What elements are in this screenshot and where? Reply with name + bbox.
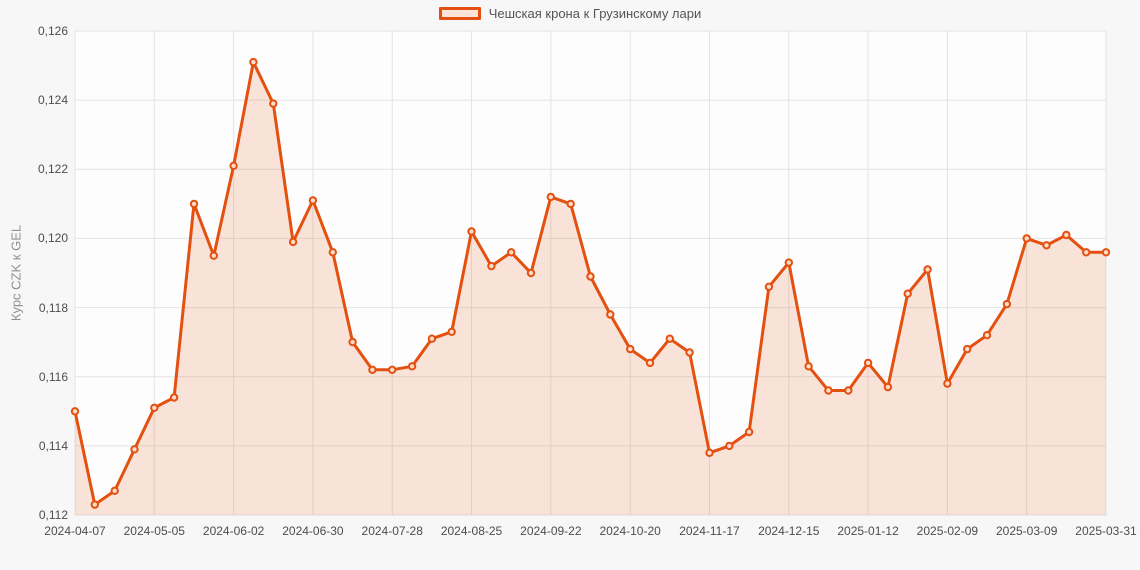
data-point-marker[interactable] xyxy=(130,445,139,454)
data-point-marker[interactable] xyxy=(546,192,555,202)
data-point-marker[interactable] xyxy=(169,393,179,402)
x-tick-label: 2024-11-17 xyxy=(679,524,740,538)
data-point-marker[interactable] xyxy=(507,248,516,257)
y-tick-label: 0,118 xyxy=(38,300,68,315)
data-point-marker[interactable] xyxy=(467,227,476,236)
y-tick-label: 0,124 xyxy=(37,93,68,108)
data-point-marker[interactable] xyxy=(487,261,496,271)
data-point-marker[interactable] xyxy=(1042,241,1051,250)
data-point-marker[interactable] xyxy=(447,327,456,336)
x-tick-label: 2025-02-09 xyxy=(916,524,979,538)
data-point-marker[interactable] xyxy=(328,248,337,257)
data-point-marker[interactable] xyxy=(566,199,575,209)
data-point-marker[interactable] xyxy=(626,344,635,354)
data-point-marker[interactable] xyxy=(209,251,219,260)
y-tick-label: 0,122 xyxy=(37,162,68,177)
x-tick-label: 2025-03-31 xyxy=(1075,524,1137,538)
data-point-marker[interactable] xyxy=(288,237,298,247)
data-point-marker[interactable] xyxy=(705,448,714,457)
y-tick-label: 0,116 xyxy=(38,369,68,384)
data-point-marker[interactable] xyxy=(982,331,992,340)
data-point-marker[interactable] xyxy=(70,407,80,416)
x-tick-label: 2024-06-02 xyxy=(202,524,265,538)
data-point-marker[interactable] xyxy=(229,161,238,171)
data-point-marker[interactable] xyxy=(764,282,774,291)
y-axis-title: Курс CZK к GEL xyxy=(8,224,24,322)
data-point-marker[interactable] xyxy=(863,358,873,368)
data-point-marker[interactable] xyxy=(685,348,694,357)
x-tick-label: 2024-07-28 xyxy=(361,524,423,538)
data-point-marker[interactable] xyxy=(407,362,417,371)
data-point-marker[interactable] xyxy=(249,57,258,67)
x-tick-label: 2024-05-05 xyxy=(123,524,185,538)
data-point-marker[interactable] xyxy=(606,310,615,319)
data-point-marker[interactable] xyxy=(645,358,655,368)
data-point-marker[interactable] xyxy=(725,441,734,451)
y-tick-label: 0,120 xyxy=(37,231,68,246)
data-point-marker[interactable] xyxy=(903,289,912,298)
data-point-marker[interactable] xyxy=(883,382,893,392)
data-point-marker[interactable] xyxy=(923,265,932,274)
data-point-marker[interactable] xyxy=(427,334,437,343)
data-point-marker[interactable] xyxy=(1101,248,1111,257)
data-point-marker[interactable] xyxy=(586,272,595,281)
data-point-marker[interactable] xyxy=(1082,248,1091,257)
x-tick-label: 2024-04-07 xyxy=(44,524,106,538)
legend: Чешская крона к Грузинскому лари xyxy=(0,6,1140,21)
x-tick-label: 2024-08-25 xyxy=(440,524,503,538)
data-point-marker[interactable] xyxy=(744,427,754,437)
data-point-marker[interactable] xyxy=(189,199,199,209)
area-series xyxy=(75,62,1106,515)
data-point-marker[interactable] xyxy=(784,258,793,267)
data-point-marker[interactable] xyxy=(150,403,159,412)
data-point-marker[interactable] xyxy=(526,268,536,278)
x-tick-label: 2025-01-12 xyxy=(837,524,899,538)
legend-item[interactable]: Чешская крона к Грузинскому лари xyxy=(438,6,702,21)
data-point-marker[interactable] xyxy=(1022,234,1031,243)
data-point-marker[interactable] xyxy=(308,196,318,205)
data-point-marker[interactable] xyxy=(963,344,972,354)
x-tick-label: 2025-03-09 xyxy=(995,524,1058,538)
data-point-marker[interactable] xyxy=(368,365,377,374)
data-point-marker[interactable] xyxy=(110,486,119,495)
y-tick-label: 0,112 xyxy=(38,508,68,522)
data-point-marker[interactable] xyxy=(1002,299,1012,309)
x-tick-label: 2024-09-22 xyxy=(520,524,582,538)
data-point-marker[interactable] xyxy=(943,379,952,388)
data-point-marker[interactable] xyxy=(1062,230,1071,240)
legend-swatch-icon xyxy=(438,7,481,20)
data-point-marker[interactable] xyxy=(388,365,397,374)
data-point-marker[interactable] xyxy=(844,386,853,395)
data-point-marker[interactable] xyxy=(269,99,278,108)
data-point-marker[interactable] xyxy=(824,386,833,395)
x-tick-label: 2024-12-15 xyxy=(758,524,820,538)
data-point-marker[interactable] xyxy=(90,500,100,509)
x-tick-label: 2024-06-30 xyxy=(282,524,344,538)
legend-label: Чешская крона к Грузинскому лари xyxy=(488,6,702,21)
data-point-marker[interactable] xyxy=(804,362,813,371)
data-point-marker[interactable] xyxy=(665,334,674,343)
x-tick-label: 2024-10-20 xyxy=(599,524,661,538)
y-tick-label: 0,126 xyxy=(37,24,68,38)
data-point-marker[interactable] xyxy=(348,337,357,347)
y-tick-label: 0,114 xyxy=(38,438,68,453)
